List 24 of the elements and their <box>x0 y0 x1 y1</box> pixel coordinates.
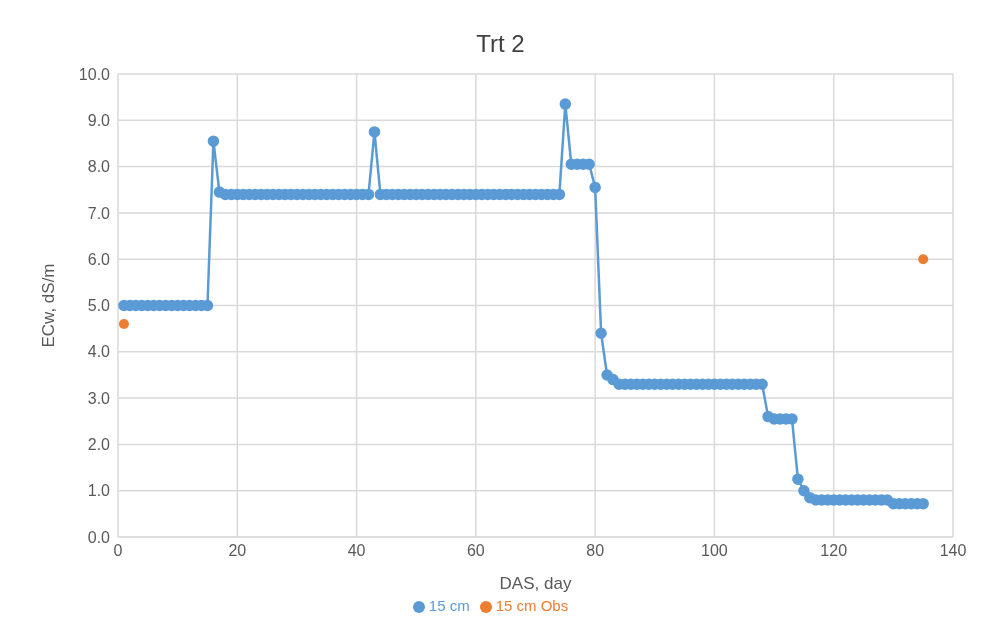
legend-label: 15 cm Obs <box>495 597 569 614</box>
y-tick-label: 6.0 <box>87 250 111 268</box>
x-axis-title: DAS, day <box>499 574 572 593</box>
x-tick-label: 40 <box>347 542 366 560</box>
y-tick-label: 1.0 <box>87 482 111 500</box>
y-tick-label: 5.0 <box>87 297 111 315</box>
y-tick-label: 7.0 <box>87 204 111 222</box>
x-tick-label: 100 <box>701 542 728 560</box>
x-tick-label: 0 <box>113 542 123 560</box>
legend-label: 15 cm <box>428 597 470 614</box>
x-tick-label: 140 <box>939 542 967 560</box>
chart-title: Trt 2 <box>475 29 526 59</box>
x-tick-label: 20 <box>228 542 247 560</box>
x-tick-label: 120 <box>820 542 848 560</box>
y-axis-title: ECw, dS/m <box>39 263 59 348</box>
y-tick-label: 10.0 <box>78 65 111 83</box>
x-tick-label: 60 <box>466 542 485 560</box>
y-tick-label: 3.0 <box>87 389 111 407</box>
x-tick-label: 80 <box>586 542 605 560</box>
y-tick-label: 8.0 <box>87 158 111 176</box>
y-tick-label: 4.0 <box>87 343 111 361</box>
y-tick-label: 9.0 <box>87 111 111 129</box>
y-tick-label: 0.0 <box>87 528 111 546</box>
y-tick-label: 2.0 <box>87 436 111 454</box>
